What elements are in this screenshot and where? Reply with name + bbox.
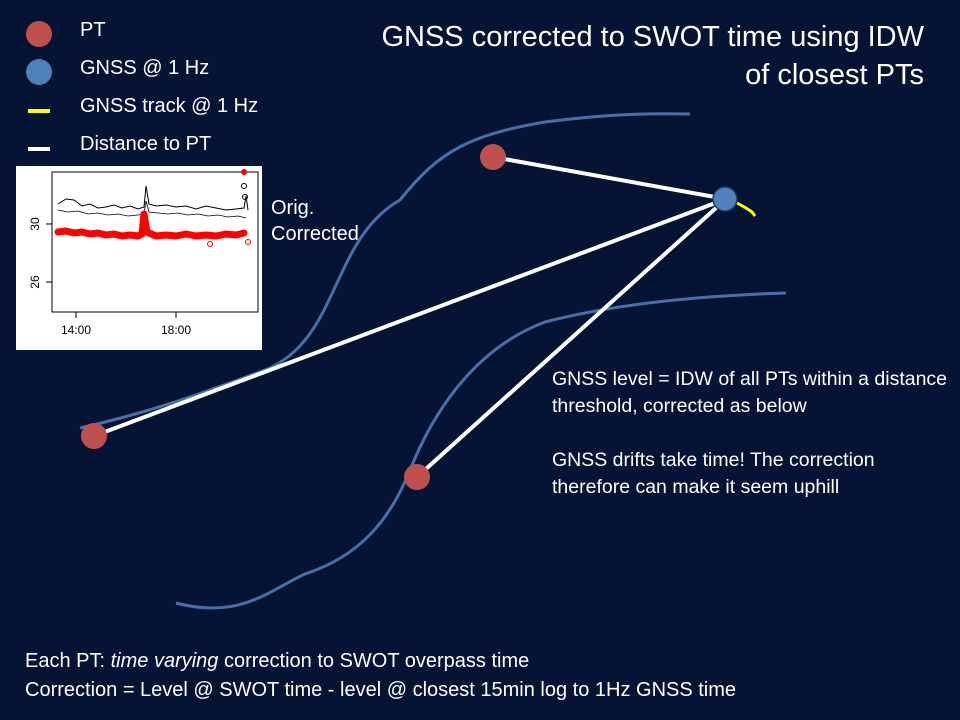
- inset-y-tick-26: 26: [28, 275, 42, 289]
- inset-plot: 30 26 14:00 18:00: [16, 166, 262, 350]
- pt-dot-icon: [18, 14, 62, 52]
- distance-line-pt-bottom: [415, 197, 728, 479]
- inset-plot-frame: [51, 171, 259, 313]
- inset-legend-label: Orig. Corrected: [271, 195, 359, 247]
- pt-marker-bottom: [404, 464, 430, 490]
- pt-marker-left: [81, 423, 107, 449]
- legend-label-pt: PT: [80, 19, 106, 41]
- title-line-1: GNSS corrected to SWOT time using IDW: [381, 21, 924, 53]
- footer-line-1: Each PT: time varying correction to SWOT…: [25, 647, 736, 676]
- inset-label-corrected: Corrected: [271, 223, 359, 245]
- gnss-track: [736, 201, 757, 217]
- gnss-dot-icon: [18, 52, 62, 90]
- inset-series-corrected: [54, 210, 248, 240]
- info-paragraph-idw: GNSS level = IDW of all PTs within a dis…: [552, 368, 948, 417]
- gnss-marker: [712, 186, 738, 212]
- title-line-2: of closest PTs: [745, 59, 924, 91]
- distance-line-pt-left: [93, 197, 727, 438]
- inset-y-tick-30: 30: [28, 217, 42, 231]
- footer-line-1-emphasis: time varying: [110, 650, 219, 672]
- white-dash-icon: [18, 128, 62, 166]
- legend-label-distance: Distance to PT: [80, 133, 212, 155]
- slide-title: GNSS corrected to SWOT time using IDW of…: [284, 18, 924, 94]
- legend-label-gnss: GNSS @ 1 Hz: [80, 57, 210, 79]
- inset-x-tick-1800: 18:00: [161, 323, 191, 337]
- river-bank-lower: [175, 291, 787, 610]
- inset-series-original: [57, 185, 249, 211]
- footer-line-2: Correction = Level @ SWOT time - level @…: [25, 679, 737, 701]
- info-paragraph-drift: GNSS drifts take time! The correction th…: [552, 449, 875, 498]
- info-text: GNSS level = IDW of all PTs within a dis…: [552, 366, 952, 501]
- river-bank-upper: [79, 112, 691, 430]
- distance-line-pt-top: [492, 155, 727, 201]
- footer-line-1-suffix: correction to SWOT overpass time: [218, 650, 530, 672]
- footer-text: Each PT: time varying correction to SWOT…: [25, 647, 736, 705]
- yellow-dash-icon: [18, 90, 62, 128]
- pt-marker-top: [480, 144, 506, 170]
- inset-x-tick-1400: 14:00: [61, 323, 91, 337]
- inset-plot-svg: 30 26 14:00 18:00: [28, 169, 259, 337]
- footer-line-1-prefix: Each PT:: [25, 650, 111, 672]
- inset-series-original-2: [57, 200, 247, 219]
- legend-label-gnss-track: GNSS track @ 1 Hz: [80, 95, 259, 117]
- inset-label-original: Orig.: [271, 197, 315, 219]
